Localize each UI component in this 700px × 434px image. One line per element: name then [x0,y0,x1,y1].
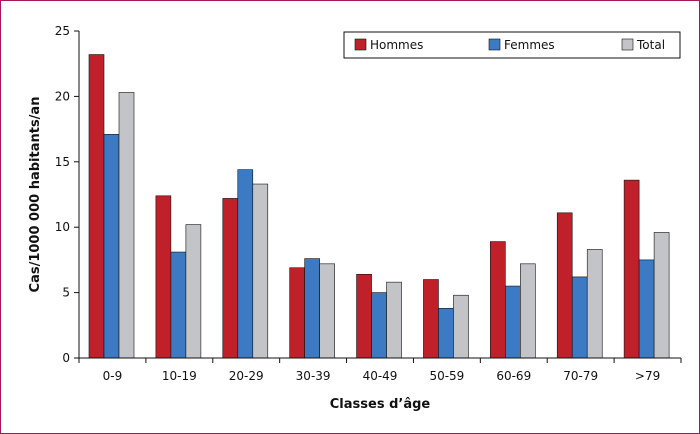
bar-hommes-30-39 [289,267,305,359]
bar-total-50-59 [453,294,469,359]
x-axis-title: Classes d’âge [330,397,431,412]
bar-femmes-20-29 [237,169,254,359]
legend-label-hommes: Hommes [370,38,423,52]
bar-femmes->79 [638,259,655,359]
y-tick-label: 10 [55,220,70,234]
legend-swatch-femmes [488,38,501,51]
bar-femmes-60-69 [505,285,521,359]
y-tick-label: 25 [55,24,70,38]
bar-total-30-39 [319,263,335,359]
bar-total-40-49 [386,281,402,359]
bar-hommes-40-49 [356,273,372,359]
x-category-label: 20-29 [229,369,264,383]
bar-hommes-70-79 [556,212,573,359]
legend-label-total: Total [636,38,665,52]
bar-femmes-10-19 [170,251,187,359]
x-category-label: 70-79 [563,369,598,383]
legend: Hommes Femmes Total [343,31,681,59]
y-tick-label: 5 [62,286,70,300]
bar-total-0-9 [118,92,135,359]
bar-hommes->79 [623,179,640,359]
bar-total->79 [653,232,670,359]
x-category-label: 10-19 [162,369,197,383]
bar-femmes-0-9 [103,134,120,359]
bar-total-60-69 [520,263,536,359]
x-category-label: 0-9 [103,369,123,383]
bar-femmes-70-79 [571,276,588,359]
x-category-label: 60-69 [496,369,531,383]
bar-femmes-50-59 [438,307,454,359]
legend-label-femmes: Femmes [504,38,555,52]
bar-hommes-60-69 [490,241,506,359]
bar-hommes-50-59 [423,279,439,359]
legend-swatch-hommes [354,38,367,51]
bar-total-20-29 [252,183,269,359]
bar-hommes-20-29 [222,198,239,359]
bar-hommes-10-19 [155,195,172,359]
axes-group [78,31,681,359]
x-category-label: >79 [635,369,660,383]
bar-femmes-40-49 [371,292,387,359]
y-ticks-group: 0 5 10 15 20 25 [55,24,79,365]
y-tick-label: 20 [55,89,70,103]
y-tick-label: 0 [62,351,70,365]
y-axis-title: Cas/1000 000 habitants/an [28,97,43,293]
legend-swatch-total [621,38,634,51]
y-tick-label: 15 [55,155,70,169]
bar-femmes-30-39 [304,258,320,359]
bar-total-70-79 [586,249,603,359]
bar-total-10-19 [185,224,202,359]
x-category-label: 40-49 [363,369,398,383]
x-ticks-group: 0-9 10-19 20-29 30-39 40-49 50-59 60-69 70-79 >7… [78,358,682,383]
x-category-label: 30-39 [296,369,331,383]
x-category-label: 50-59 [429,369,464,383]
bars-group [88,54,670,359]
bar-hommes-0-9 [88,54,105,359]
